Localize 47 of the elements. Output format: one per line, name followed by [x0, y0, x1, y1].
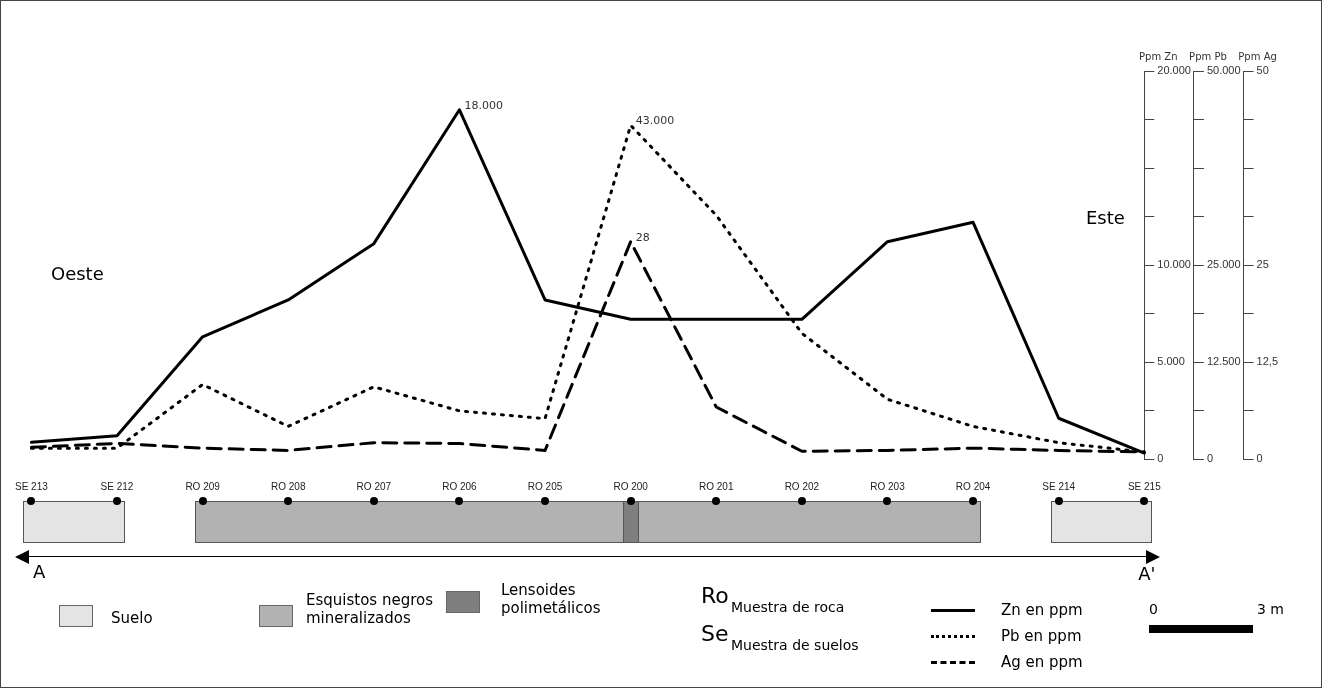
x-tick-label: RO 206	[442, 480, 478, 492]
y3-tick-label: 50	[1256, 64, 1269, 77]
y-tick-label: 20.000	[1157, 64, 1191, 77]
y2-tick-label: 12.500	[1206, 355, 1241, 368]
x-tick-label: RO 209	[185, 480, 221, 492]
x-tick-label: SE 213	[15, 480, 49, 492]
x-tick-label: SE 215	[1127, 480, 1162, 492]
x-tick-label: RO 205	[527, 480, 563, 492]
y2-tick-label: 0	[1206, 452, 1214, 465]
x-tick-label: RO 201	[699, 480, 734, 492]
x-tick-label: SE 214	[1042, 480, 1076, 492]
y-tick-label: 10.000	[1157, 258, 1191, 271]
annotation: Este	[1086, 207, 1125, 228]
text: Suelo	[111, 609, 153, 627]
text: 3 m	[1257, 601, 1284, 617]
text: A	[33, 561, 46, 582]
x-tick-label: RO 200	[613, 480, 649, 492]
y-tick-label: 0	[1157, 452, 1164, 465]
text: Ro	[701, 583, 729, 608]
text: Muestra de roca	[731, 599, 845, 615]
x-tick-label: RO 204	[955, 480, 991, 492]
data-label: 43.000	[635, 114, 675, 128]
y2-tick-label: 50.000	[1206, 64, 1241, 77]
y3-axis-title: Ppm Ag	[1238, 50, 1277, 62]
x-tick-label: SE 212	[100, 480, 134, 492]
data-label: 18.000	[464, 98, 503, 112]
annotation: Oeste	[51, 263, 104, 284]
y3-tick-label: 0	[1256, 452, 1263, 465]
legend-label: Ag en ppm	[1001, 653, 1083, 671]
y2-tick-label: 25.000	[1206, 258, 1241, 271]
text: Lensoides polimetálicos	[501, 581, 602, 617]
data-label: 28	[635, 230, 650, 244]
x-tick-label: RO 203	[870, 480, 906, 492]
legend-label: Pb en ppm	[1001, 627, 1082, 645]
y3-tick-label: 25	[1256, 258, 1269, 271]
x-tick-label: RO 208	[270, 480, 306, 492]
y-axis-title: Ppm Zn	[1139, 50, 1178, 62]
x-tick-label: RO 202	[784, 480, 820, 492]
x-tick-label: RO 207	[356, 480, 392, 492]
text: A'	[1138, 563, 1156, 584]
y2-axis-title: Ppm Pb	[1189, 50, 1227, 62]
legend-label: Zn en ppm	[1001, 601, 1083, 619]
y-tick-label: 5.000	[1157, 355, 1185, 368]
text: Se	[701, 621, 729, 646]
y3-tick-label: 12,5	[1256, 355, 1279, 368]
text: Muestra de suelos	[731, 637, 859, 653]
text: Esquistos negros mineralizados	[306, 591, 435, 627]
